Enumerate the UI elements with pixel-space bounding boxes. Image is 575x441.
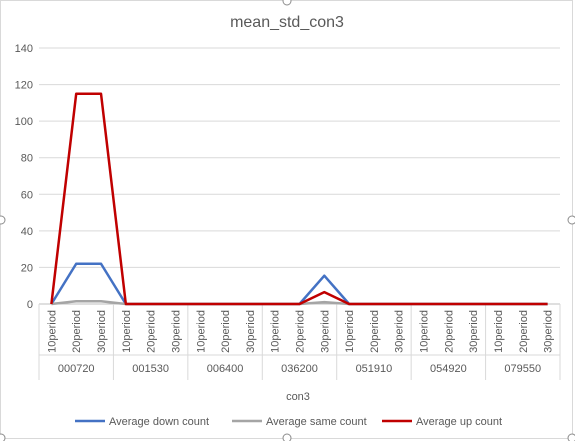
x-tick-label: 30period [96, 310, 108, 353]
x-tick-label: 10period [195, 310, 207, 353]
x-tick-label: 20period [71, 310, 83, 353]
legend-entry: Average down count [109, 416, 209, 428]
y-tick-label: 100 [15, 116, 33, 128]
gridlines [39, 47, 560, 268]
y-tick-label: 120 [15, 80, 33, 92]
resize-handle-bottom-left[interactable] [0, 433, 6, 441]
y-tick-label: 0 [27, 299, 33, 311]
x-tick-label: 20period [369, 310, 381, 353]
x-tick-label: 30period [319, 310, 331, 353]
resize-handle-left-middle[interactable] [0, 215, 6, 225]
x-tick-label: 30period [245, 310, 257, 353]
x-tick-label: 20period [443, 310, 455, 353]
x-tick-label: 20period [220, 310, 232, 353]
resize-handle-right-middle[interactable] [567, 215, 575, 225]
y-tick-label: 60 [21, 189, 33, 201]
x-group-label: 054920 [430, 363, 467, 375]
x-tick-label: 10period [419, 310, 431, 353]
x-group-label: 000720 [58, 363, 95, 375]
x-tick-label: 30period [543, 310, 555, 353]
series-line-2 [50, 92, 548, 306]
resize-handle-top-middle[interactable] [282, 0, 292, 6]
legend: Average down count Average same count Aver… [75, 416, 502, 428]
x-group-label: 051910 [356, 363, 393, 375]
x-group-label: 006400 [207, 363, 244, 375]
legend-entry: Average same count [266, 416, 367, 428]
resize-handle-bottom-middle[interactable] [282, 433, 292, 441]
chart-title: mean_std_con3 [230, 14, 344, 31]
x-tick-label: 10period [270, 310, 282, 353]
resize-handle-bottom-right[interactable] [567, 433, 575, 441]
x-group-label: 001530 [132, 363, 169, 375]
x-group-label: 079550 [504, 363, 541, 375]
y-tick-label: 140 [15, 43, 33, 55]
x-group-label: 036200 [281, 363, 318, 375]
x-tick-label: 10period [121, 310, 133, 353]
x-tick-label: 30period [394, 310, 406, 353]
x-tick-label: 10period [493, 310, 505, 353]
legend-entry: Average up count [416, 416, 502, 428]
x-tick-label: 10period [344, 310, 356, 353]
y-tick-label: 40 [21, 226, 33, 238]
x-axis-title: con3 [286, 391, 310, 403]
y-tick-label: 20 [21, 262, 33, 274]
x-tick-label: 30period [170, 310, 182, 353]
series-lines [50, 92, 548, 306]
x-tick-label: 20period [146, 310, 158, 353]
y-axis: 0 20 40 60 80 100 120 140 [15, 43, 33, 311]
y-tick-label: 80 [21, 153, 33, 165]
x-tick-label: 10period [46, 310, 58, 353]
x-tick-label: 20period [295, 310, 307, 353]
x-tick-label: 20period [518, 310, 530, 353]
x-tick-label: 30period [468, 310, 480, 353]
